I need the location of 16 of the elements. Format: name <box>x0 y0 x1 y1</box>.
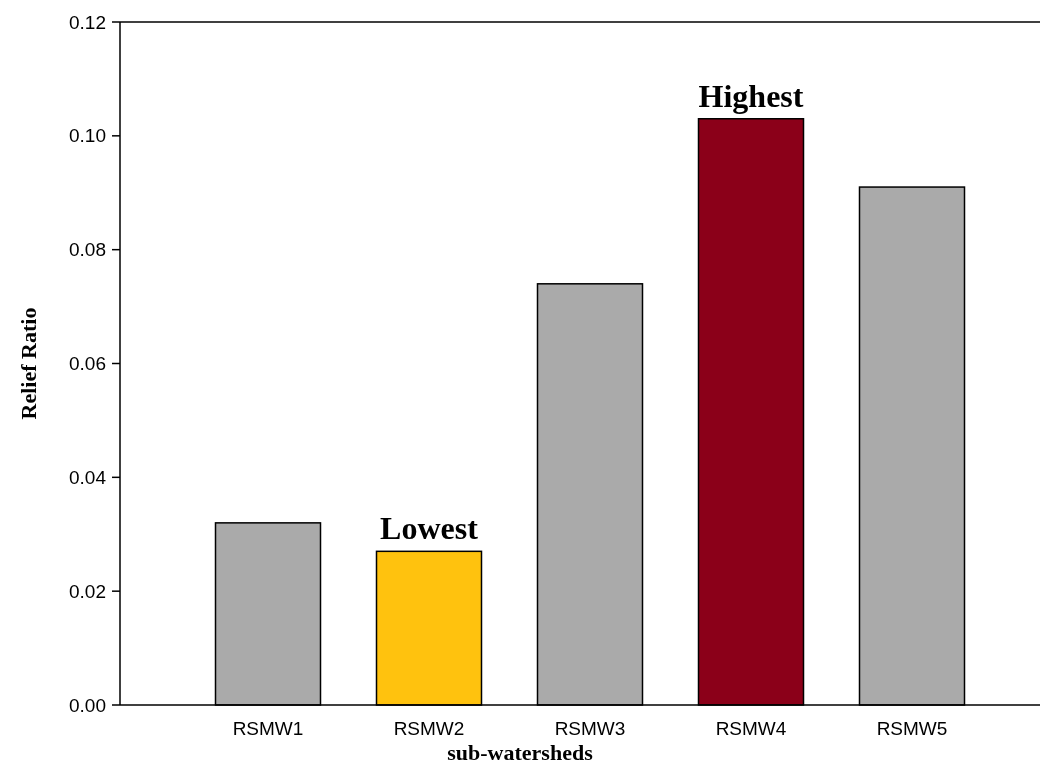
x-tick-label: RSMW3 <box>554 718 626 739</box>
y-tick-label: 0.10 <box>69 125 106 147</box>
x-tick-label: RSMW4 <box>715 718 787 739</box>
y-tick-label: 0.04 <box>69 466 107 488</box>
annotation: Highest <box>698 77 804 114</box>
y-tick-label: 0.08 <box>69 239 106 261</box>
y-tick-label: 0.02 <box>69 580 106 602</box>
y-tick-label: 0.12 <box>69 11 106 33</box>
x-axis-title: sub-watersheds <box>447 740 594 765</box>
y-tick-label: 0.00 <box>69 694 106 716</box>
x-tick-label: RSMW2 <box>393 718 465 739</box>
x-tick-label: RSMW1 <box>232 718 304 739</box>
y-axis-title: Relief Ratio <box>16 307 41 420</box>
x-tick-label: RSMW5 <box>876 718 948 739</box>
y-tick-label: 0.06 <box>69 353 106 375</box>
annotation: Lowest <box>380 510 479 547</box>
